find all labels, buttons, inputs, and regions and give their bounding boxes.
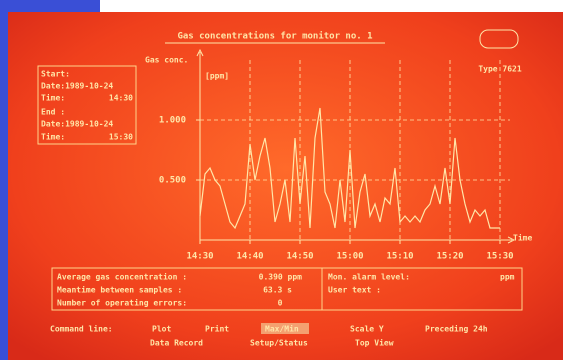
command[interactable]: Print	[205, 324, 229, 334]
end-time: 15:30	[109, 133, 133, 142]
command[interactable]: Scale Y	[350, 325, 384, 334]
x-tick-label: 14:40	[236, 252, 263, 262]
slide-white	[100, 0, 563, 12]
command[interactable]: Max/Min	[265, 324, 299, 334]
end-date: Date:1989-10-24	[41, 120, 113, 129]
mean-value: 63.3 s	[263, 286, 292, 295]
start-date: Date:1989-10-24	[41, 82, 113, 91]
alarm-label: Mon. alarm level:	[328, 273, 410, 282]
y-tick-label: 1.000	[159, 116, 186, 126]
page: {"chart_data": {"type": "line", "title":…	[0, 0, 563, 360]
end-time-label: Time:	[41, 132, 65, 142]
x-tick-label: 15:00	[336, 252, 363, 262]
x-tick-label: 14:50	[286, 252, 313, 262]
start-label: Start:	[41, 70, 70, 79]
x-tick-label: 14:30	[186, 252, 213, 262]
y-unit: [ppm]	[205, 72, 229, 81]
screen-photo: Gas concentrations for monitor no. 1 Typ…	[0, 0, 563, 360]
errors-label: Number of operating errors:	[57, 298, 187, 308]
x-tick-label: 15:10	[386, 252, 413, 262]
start-time-label: Time:	[41, 93, 65, 103]
x-tick-label: 15:20	[436, 252, 463, 262]
avg-value: 0.390 ppm	[259, 273, 303, 282]
alarm-unit: ppm	[500, 273, 515, 282]
start-time: 14:30	[109, 94, 133, 103]
y-label: Gas conc.	[145, 56, 188, 65]
command[interactable]: Data Record	[150, 339, 203, 348]
user-text-label: User text :	[328, 286, 381, 295]
command[interactable]: Top View	[355, 338, 394, 348]
end-label: End :	[41, 108, 65, 117]
x-tick-label: 15:30	[486, 252, 513, 262]
command[interactable]: Preceding 24h	[425, 324, 488, 334]
avg-label: Average gas concentration :	[57, 272, 187, 282]
chart-title: Gas concentrations for monitor no. 1	[177, 31, 372, 42]
y-tick-label: 0.500	[159, 176, 186, 186]
command[interactable]: Setup/Status	[250, 339, 308, 348]
command[interactable]: Plot	[152, 325, 171, 334]
errors-value: 0	[278, 299, 283, 308]
x-label: Time	[513, 233, 532, 243]
command-label: Command line:	[50, 324, 113, 334]
mean-label: Meantime between samples :	[57, 285, 182, 295]
